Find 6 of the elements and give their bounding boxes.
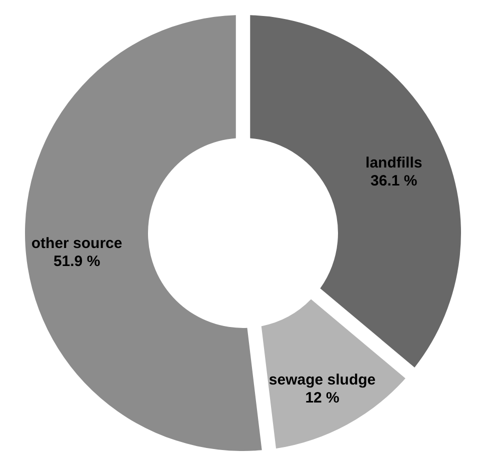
- data-label: 36.1 %: [370, 172, 418, 190]
- data-label: 12 %: [305, 389, 340, 406]
- data-label: 51.9 %: [53, 252, 100, 270]
- slice-label: sewage sludge: [268, 371, 376, 388]
- slice-label: other source: [31, 234, 122, 252]
- slice-label: landfills: [366, 154, 422, 172]
